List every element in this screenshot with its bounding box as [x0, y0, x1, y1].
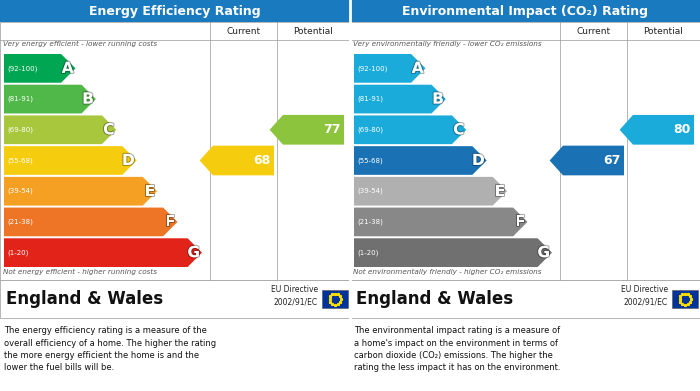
Text: Potential: Potential: [643, 27, 683, 36]
Text: E: E: [495, 184, 505, 199]
Polygon shape: [4, 54, 76, 83]
Polygon shape: [354, 208, 528, 236]
Polygon shape: [550, 145, 624, 175]
Text: Energy Efficiency Rating: Energy Efficiency Rating: [89, 5, 261, 18]
Text: (81-91): (81-91): [7, 96, 33, 102]
Text: (39-54): (39-54): [357, 188, 383, 194]
Polygon shape: [270, 115, 344, 145]
Text: (55-68): (55-68): [357, 157, 383, 164]
FancyBboxPatch shape: [0, 280, 350, 318]
FancyBboxPatch shape: [350, 0, 700, 22]
Text: (92-100): (92-100): [7, 65, 37, 72]
Text: E: E: [145, 184, 155, 199]
Text: Potential: Potential: [293, 27, 333, 36]
Text: G: G: [538, 245, 550, 260]
Text: 80: 80: [673, 123, 691, 136]
Text: (69-80): (69-80): [7, 127, 33, 133]
Text: (1-20): (1-20): [7, 249, 29, 256]
Text: EU Directive
2002/91/EC: EU Directive 2002/91/EC: [271, 285, 318, 307]
Polygon shape: [4, 146, 136, 175]
Polygon shape: [620, 115, 694, 145]
FancyBboxPatch shape: [0, 0, 350, 22]
Polygon shape: [199, 145, 274, 175]
Polygon shape: [354, 115, 466, 144]
Text: A: A: [412, 61, 424, 76]
Text: F: F: [515, 214, 526, 230]
Polygon shape: [354, 146, 486, 175]
Polygon shape: [4, 85, 96, 113]
FancyBboxPatch shape: [672, 290, 698, 308]
Text: EU Directive
2002/91/EC: EU Directive 2002/91/EC: [621, 285, 668, 307]
Polygon shape: [4, 177, 157, 206]
Text: (21-38): (21-38): [357, 219, 383, 225]
Text: Current: Current: [576, 27, 610, 36]
FancyBboxPatch shape: [350, 280, 700, 318]
Polygon shape: [354, 85, 446, 113]
Text: 68: 68: [253, 154, 271, 167]
Text: The environmental impact rating is a measure of
a home's impact on the environme: The environmental impact rating is a mea…: [354, 326, 561, 373]
Text: C: C: [453, 122, 464, 137]
Text: (39-54): (39-54): [7, 188, 33, 194]
Text: C: C: [103, 122, 114, 137]
Polygon shape: [4, 208, 178, 236]
Text: D: D: [122, 153, 134, 168]
Polygon shape: [354, 238, 552, 267]
Polygon shape: [4, 238, 202, 267]
Text: Not environmentally friendly - higher CO₂ emissions: Not environmentally friendly - higher CO…: [353, 269, 542, 275]
FancyBboxPatch shape: [322, 290, 348, 308]
Text: England & Wales: England & Wales: [6, 290, 163, 308]
Text: Not energy efficient - higher running costs: Not energy efficient - higher running co…: [3, 269, 157, 275]
Text: B: B: [433, 91, 444, 107]
Text: (92-100): (92-100): [357, 65, 387, 72]
Text: (1-20): (1-20): [357, 249, 379, 256]
Text: (21-38): (21-38): [7, 219, 33, 225]
FancyBboxPatch shape: [0, 22, 350, 280]
Text: 77: 77: [323, 123, 341, 136]
Text: B: B: [83, 91, 94, 107]
Text: The energy efficiency rating is a measure of the
overall efficiency of a home. T: The energy efficiency rating is a measur…: [4, 326, 216, 373]
Text: G: G: [188, 245, 200, 260]
Text: Current: Current: [226, 27, 260, 36]
Text: England & Wales: England & Wales: [356, 290, 513, 308]
Text: (55-68): (55-68): [7, 157, 33, 164]
Text: Very energy efficient - lower running costs: Very energy efficient - lower running co…: [3, 41, 157, 47]
Text: (69-80): (69-80): [357, 127, 383, 133]
Text: Very environmentally friendly - lower CO₂ emissions: Very environmentally friendly - lower CO…: [353, 41, 542, 47]
FancyBboxPatch shape: [350, 22, 700, 280]
Text: F: F: [165, 214, 176, 230]
Text: Environmental Impact (CO₂) Rating: Environmental Impact (CO₂) Rating: [402, 5, 648, 18]
Text: A: A: [62, 61, 74, 76]
Text: 67: 67: [603, 154, 621, 167]
Polygon shape: [354, 54, 426, 83]
Text: (81-91): (81-91): [357, 96, 383, 102]
Polygon shape: [354, 177, 507, 206]
Text: D: D: [472, 153, 484, 168]
Polygon shape: [4, 115, 116, 144]
